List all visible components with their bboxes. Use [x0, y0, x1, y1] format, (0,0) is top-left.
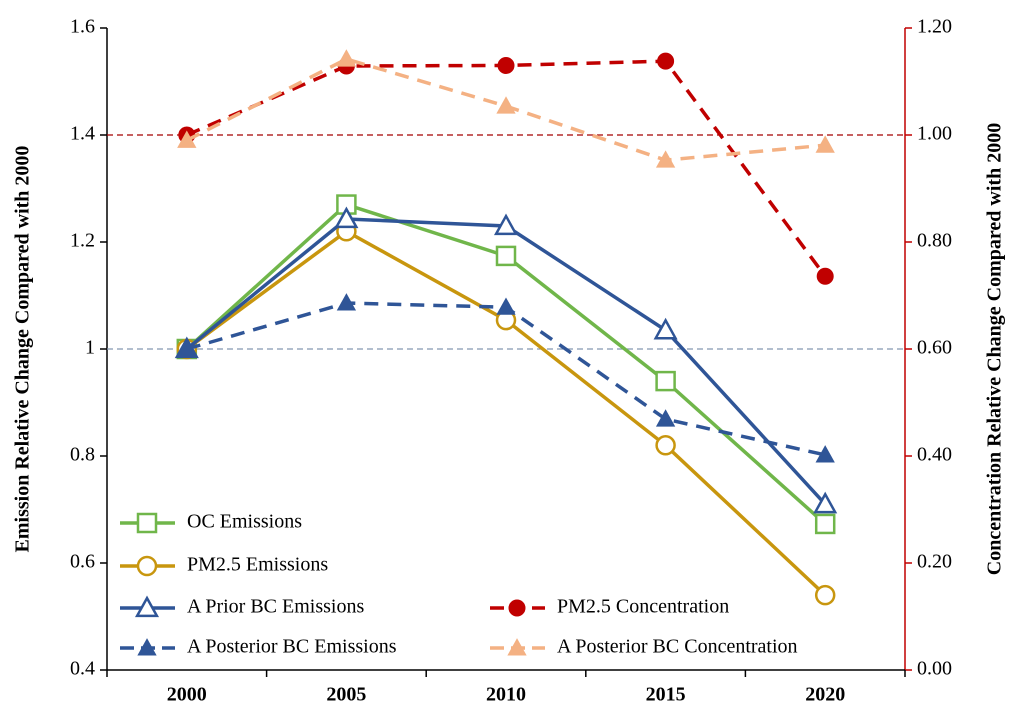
data-point: [497, 56, 515, 74]
data-point: [655, 435, 676, 456]
legend-marker: [136, 512, 158, 534]
x-tick-label: 2020: [805, 684, 845, 706]
y2-tick-label: 0.00: [917, 658, 952, 680]
legend-marker: [507, 638, 527, 656]
legend-label: PM2.5 Emissions: [187, 554, 328, 576]
legend-label: OC Emissions: [187, 511, 302, 533]
data-point: [655, 370, 676, 392]
data-point: [657, 52, 675, 70]
data-point: [814, 513, 836, 535]
x-tick-label: 2015: [646, 684, 686, 706]
y2-axis-title: Concentration Relative Change Compared w…: [984, 123, 1006, 575]
legend-marker: [136, 555, 158, 577]
y-axis-title: Emission Relative Change Compared with 2…: [12, 146, 34, 553]
data-point: [653, 317, 678, 340]
data-point: [336, 293, 357, 311]
y-tick-label: 1.2: [70, 230, 95, 252]
y-tick-label: 0.6: [70, 551, 95, 573]
data-point: [655, 150, 676, 168]
series-line: [186, 59, 827, 278]
legend-marker: [134, 595, 160, 618]
legend-marker: [137, 638, 157, 656]
series-line: [185, 229, 827, 597]
x-tick-label: 2005: [326, 684, 366, 706]
data-point: [177, 130, 197, 148]
x-tick-label: 2010: [486, 684, 526, 706]
data-point: [496, 297, 516, 315]
y2-tick-label: 1.00: [917, 123, 952, 145]
legend-label: A Prior BC Emissions: [187, 596, 364, 618]
y-tick-label: 0.8: [70, 444, 95, 466]
data-point: [336, 49, 357, 67]
legend-marker: [508, 599, 526, 617]
y2-tick-label: 0.80: [917, 230, 952, 252]
data-point: [814, 584, 836, 606]
y2-tick-label: 0.20: [917, 551, 952, 573]
data-point: [177, 339, 197, 357]
y-tick-label: 1.4: [70, 123, 95, 145]
data-point: [815, 445, 835, 463]
x-tick-label: 2000: [167, 684, 207, 706]
legend-label: A Posterior BC Concentration: [557, 636, 798, 658]
legend-label: A Posterior BC Emissions: [187, 636, 397, 658]
data-point: [334, 206, 359, 229]
y2-tick-label: 0.40: [917, 444, 952, 466]
data-point: [496, 96, 516, 114]
data-point: [655, 409, 676, 427]
y-tick-label: 1: [85, 337, 95, 359]
y-tick-label: 1.6: [70, 16, 95, 38]
y2-tick-label: 1.20: [917, 16, 952, 38]
y-tick-label: 0.4: [70, 658, 95, 680]
data-point: [493, 213, 519, 236]
data-point: [815, 135, 835, 153]
data-point: [495, 245, 517, 267]
data-point: [816, 267, 834, 285]
data-point: [813, 491, 838, 514]
y2-tick-label: 0.60: [917, 337, 952, 359]
legend-label: PM2.5 Concentration: [557, 596, 729, 618]
